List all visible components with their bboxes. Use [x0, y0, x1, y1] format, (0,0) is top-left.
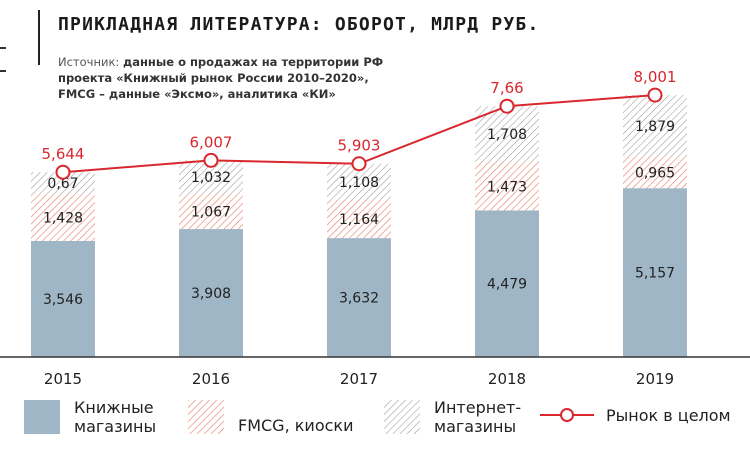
edge-tick [0, 47, 6, 49]
total-market-point [499, 98, 515, 114]
legend-label-total: Рынок в целом [606, 405, 731, 425]
x-tick-label: 2017 [340, 370, 378, 388]
bar-segment-fmcg [31, 194, 95, 241]
total-market-label: 5,644 [42, 145, 85, 163]
legend-internet-line1: Интернет- [434, 398, 522, 417]
source-line-2: проекта «Книжный рынок России 2010–2020»… [58, 71, 369, 85]
legend-bookstores-line1: Книжные [74, 398, 154, 417]
data-label-internet: 1,879 [635, 119, 675, 135]
source-label: Источник: [58, 55, 120, 69]
data-label-bookstores: 4,479 [487, 277, 527, 293]
total-market-point [647, 87, 663, 103]
bar-segment-internet [623, 95, 687, 157]
data-label-fmcg: 1,164 [339, 212, 379, 228]
total-market-point [55, 164, 71, 180]
data-label-fmcg: 1,473 [487, 179, 527, 195]
data-label-internet: 1,708 [487, 127, 527, 143]
bar-segment-internet [31, 172, 95, 195]
legend-swatch-bookstores [24, 400, 60, 434]
legend-internet-line2: магазины [434, 417, 517, 436]
total-market-point [351, 156, 367, 172]
stacked-bar-chart: 3,546 1,428 0,67 3,908 1,067 1,032 3,632 1,164 1… [0, 68, 750, 388]
accent-rule [38, 10, 40, 65]
total-market-label: 8,001 [634, 68, 677, 86]
data-label-bookstores: 3,908 [191, 286, 231, 302]
data-label-bookstores: 3,546 [43, 292, 83, 308]
bar-segment-fmcg [475, 162, 539, 211]
total-market-label: 5,903 [338, 137, 381, 155]
bar-segment-fmcg [327, 199, 391, 239]
total-market-point [203, 152, 219, 168]
data-label-internet: 1,032 [191, 170, 231, 186]
bar-segment-fmcg [623, 156, 687, 189]
total-market-label: 6,007 [190, 133, 233, 151]
bar-segment-bookstores [475, 210, 539, 357]
legend-item-bookstores: Книжные магазины [24, 398, 156, 436]
data-label-bookstores: 5,157 [635, 266, 675, 282]
legend-swatch-fmcg [188, 399, 224, 434]
data-label-fmcg: 1,067 [191, 205, 231, 221]
data-label-internet: 0,67 [47, 176, 78, 192]
legend-label-bookstores: Книжные магазины [74, 398, 156, 436]
data-label-internet: 1,108 [339, 175, 379, 191]
total-market-label: 7,66 [490, 79, 523, 97]
source-line-3: FMCG – данные «Эксмо», аналитика «КИ» [58, 87, 336, 101]
legend-item-internet: Интернет- магазины [384, 398, 521, 436]
data-label-bookstores: 3,632 [339, 291, 379, 307]
bar-segment-bookstores [179, 229, 243, 357]
bar-segment-bookstores [327, 238, 391, 357]
legend-item-fmcg: FMCG, киоски [188, 398, 353, 435]
legend-label-fmcg: FMCG, киоски [238, 416, 354, 435]
source-line-1: данные о продажах на территории РФ [122, 55, 384, 69]
source-note: Источник: данные о продажах на территори… [58, 54, 383, 102]
legend-bookstores-line2: магазины [74, 417, 157, 436]
bar-segment-bookstores [31, 240, 95, 357]
bar-segment-bookstores [623, 188, 687, 357]
bar-segment-fmcg [179, 194, 243, 230]
legend-item-total: Рынок в целом [540, 398, 731, 432]
chart-title: ПРИКЛАДНАЯ ЛИТЕРАТУРА: ОБОРОТ, МЛРД РУБ. [58, 14, 540, 35]
legend-marker-total [540, 408, 594, 422]
x-tick-label: 2016 [192, 370, 230, 388]
x-tick-label: 2018 [488, 370, 526, 388]
edge-tick [0, 70, 6, 72]
x-tick-label: 2019 [636, 370, 674, 388]
x-tick-label: 2015 [44, 370, 82, 388]
legend-swatch-internet [384, 400, 420, 434]
data-label-fmcg: 0,965 [635, 165, 675, 181]
data-label-fmcg: 1,428 [43, 211, 83, 227]
legend-label-internet: Интернет- магазины [434, 398, 521, 436]
chart-legend: Книжные магазины FMCG, киоски Интернет- … [0, 396, 750, 446]
